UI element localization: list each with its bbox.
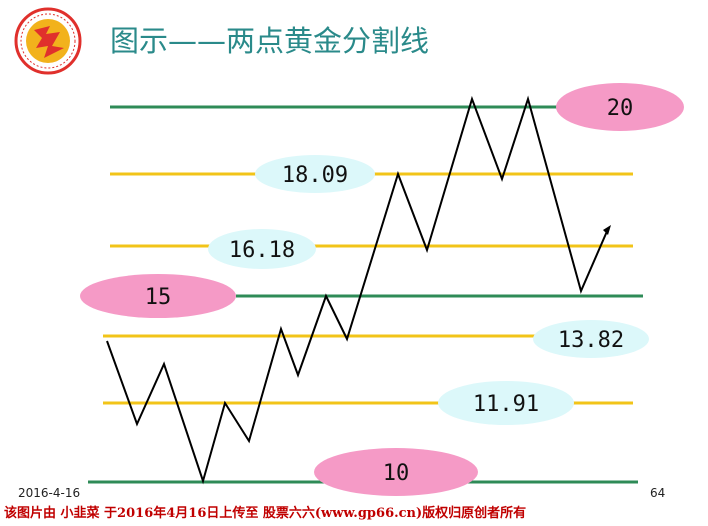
price-path [106, 95, 609, 485]
university-seal-icon [14, 7, 82, 75]
level-label-16-18: 16.18 [208, 229, 316, 269]
svg-text:11.91: 11.91 [473, 392, 539, 417]
level-label-18-09: 18.09 [255, 155, 375, 193]
slide-date: 2016-4-16 [18, 486, 80, 500]
level-label-20: 20 [556, 83, 684, 131]
svg-text:13.82: 13.82 [558, 328, 624, 353]
upload-credit: 该图片由 小韭菜 于2016年4月16日上传至 股票六六(www.gp66.cn… [4, 505, 526, 521]
svg-text:18.09: 18.09 [282, 163, 348, 188]
level-label-11-91: 11.91 [438, 381, 574, 425]
level-label-10: 10 [314, 448, 478, 496]
arrow-head-icon [603, 225, 611, 235]
svg-text:20: 20 [607, 96, 634, 121]
svg-text:15: 15 [145, 285, 172, 310]
level-label-13-82: 13.82 [533, 320, 649, 358]
level-label-15: 15 [80, 274, 236, 318]
svg-text:16.18: 16.18 [229, 238, 295, 263]
slide-page-number: 64 [650, 486, 665, 500]
svg-text:10: 10 [383, 461, 410, 486]
slide-title: 图示——两点黄金分割线 [110, 24, 429, 58]
